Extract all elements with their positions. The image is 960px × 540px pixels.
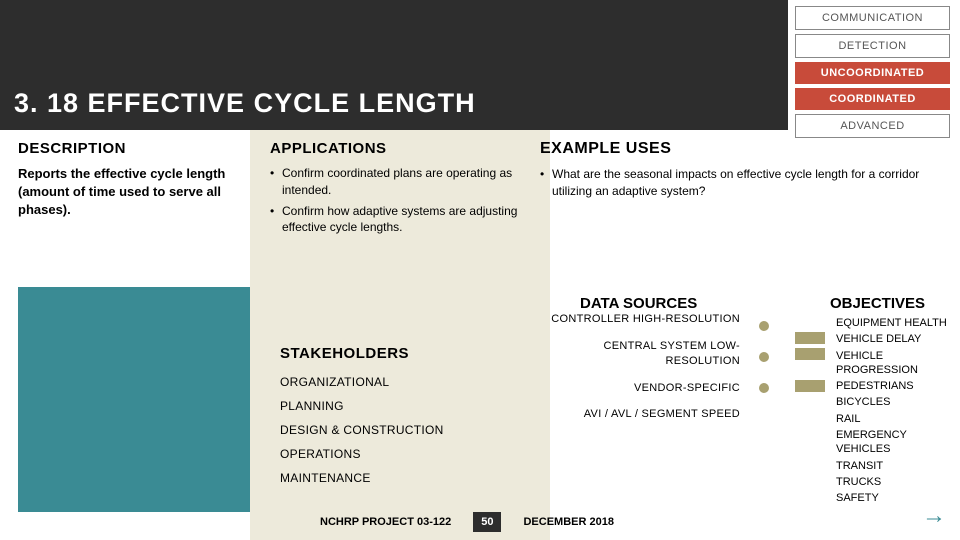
stakeholder-item: DESIGN & CONSTRUCTION [280,418,530,442]
objective-item: RAIL [800,412,955,426]
datasource-item: VENDOR-SPECIFIC [540,381,740,396]
stakeholders-heading: STAKEHOLDERS [280,345,530,362]
stakeholder-item: MAINTENANCE [280,466,530,490]
objective-item: TRUCKS [800,475,955,489]
example-list: •What are the seasonal impacts on effect… [540,166,940,200]
objective-item: EQUIPMENT HEALTH [800,316,955,330]
page-title: 3. 18 EFFECTIVE CYCLE LENGTH [14,88,476,119]
bullet-item: •What are the seasonal impacts on effect… [540,166,940,200]
teal-accent-block [18,287,250,512]
category-tag: COMMUNICATION [795,6,950,30]
category-tag: ADVANCED [795,114,950,138]
datasource-item: CONTROLLER HIGH-RESOLUTION [540,312,740,327]
description-text: Reports the effective cycle length (amou… [18,165,240,220]
objectives-heading: OBJECTIVES [830,295,925,312]
stakeholder-item: ORGANIZATIONAL [280,370,530,394]
objective-chip [795,348,825,360]
objectives-list: EQUIPMENT HEALTHVEHICLE DELAYVEHICLE PRO… [800,316,955,508]
category-tag: UNCOORDINATED [795,62,950,84]
stakeholders-section: STAKEHOLDERS ORGANIZATIONALPLANNINGDESIG… [280,345,530,490]
datasource-item: CENTRAL SYSTEM LOW-RESOLUTION [540,339,740,369]
tag-stack: COMMUNICATION DETECTION UNCOORDINATED COORD… [795,6,950,138]
page-number: 50 [473,512,501,532]
datasource-item: AVI / AVL / SEGMENT SPEED [540,407,740,422]
footer-project: NCHRP PROJECT 03-122 [320,516,451,528]
objective-item: EMERGENCY VEHICLES [800,428,955,457]
applications-heading: APPLICATIONS [270,140,530,157]
applications-section: APPLICATIONS •Confirm coordinated plans … [270,140,530,240]
category-tag: COORDINATED [795,88,950,110]
category-tag: DETECTION [795,34,950,58]
stakeholder-item: OPERATIONS [280,442,530,466]
objective-item: BICYCLES [800,395,955,409]
footer: NCHRP PROJECT 03-122 50 DECEMBER 2018 [320,512,614,532]
objective-chip [795,380,825,392]
bullet-item: •Confirm how adaptive systems are adjust… [270,203,530,237]
footer-date: DECEMBER 2018 [523,516,613,528]
description-section: DESCRIPTION Reports the effective cycle … [18,140,240,220]
description-heading: DESCRIPTION [18,140,240,157]
bullet-item: •Confirm coordinated plans are operating… [270,165,530,199]
status-dot [744,341,784,372]
datasources-list: CONTROLLER HIGH-RESOLUTION CENTRAL SYSTEM… [540,312,740,434]
stakeholders-list: ORGANIZATIONALPLANNINGDESIGN & CONSTRUCT… [280,370,530,490]
example-heading: EXAMPLE USES [540,140,940,158]
applications-list: •Confirm coordinated plans are operating… [270,165,530,236]
status-dot [744,372,784,403]
objective-chip [795,332,825,344]
status-dot [744,403,784,434]
status-dot [744,310,784,341]
stakeholder-item: PLANNING [280,394,530,418]
objective-item: TRANSIT [800,459,955,473]
next-arrow-icon[interactable]: → [922,502,946,530]
datasources-dots [744,310,784,434]
example-uses-section: EXAMPLE USES •What are the seasonal impa… [540,140,940,204]
datasources-heading: DATA SOURCES [580,295,697,312]
